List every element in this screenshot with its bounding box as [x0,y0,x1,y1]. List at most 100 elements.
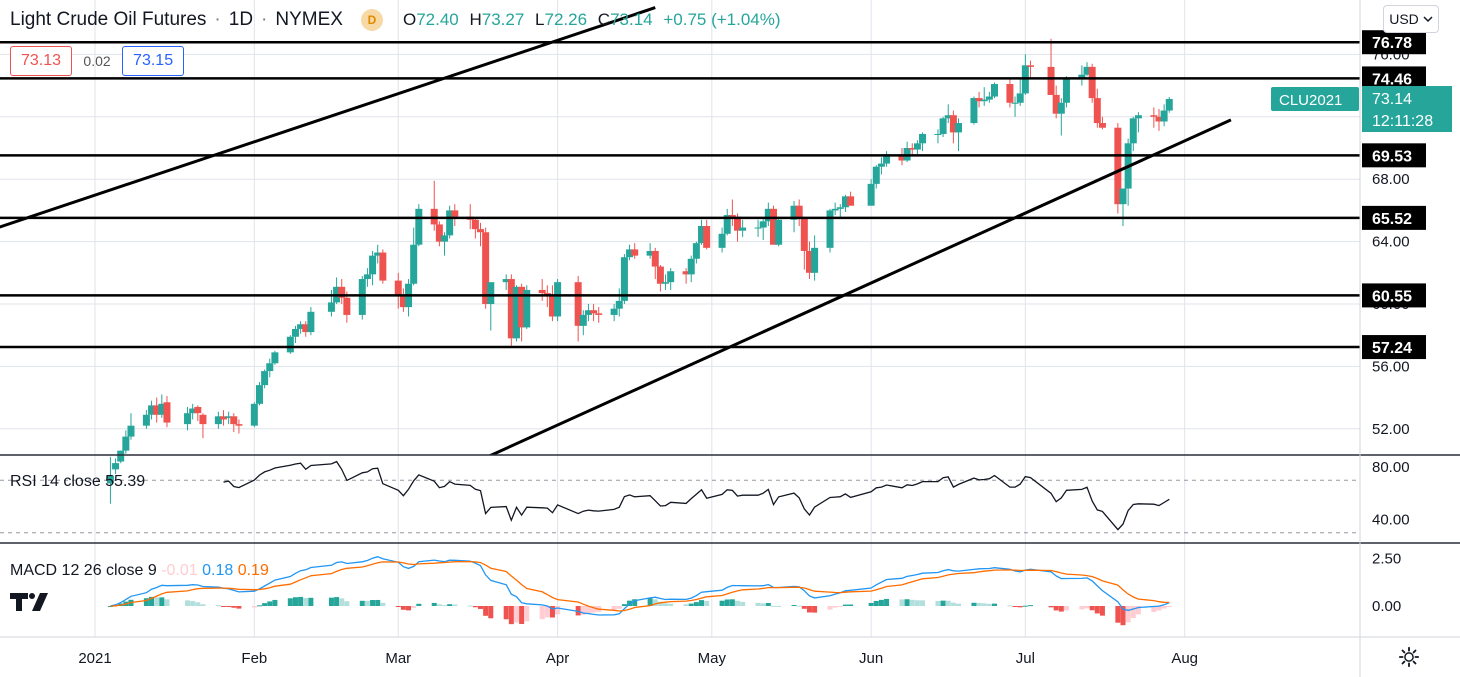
macd-histogram-bar [442,605,448,607]
candle-body [106,475,114,484]
buy-button[interactable]: 73.15 [122,46,185,76]
macd-histogram-bar [740,601,746,606]
candle-body [1026,65,1034,67]
candle [548,285,556,322]
macd-histogram-bar [436,604,442,606]
candle-body [1134,115,1142,119]
candle [441,232,449,256]
candle [877,157,885,175]
macd-histogram-bar [699,600,705,606]
candle [805,241,813,280]
macd-histogram-bar [1135,606,1141,615]
macd-line [110,556,1170,616]
level-badge-label: 74.46 [1372,71,1412,88]
candle-body [1016,93,1024,103]
horizontal-levels[interactable] [0,40,1360,349]
macd-histogram-bar [837,606,843,607]
macd-histogram-bar [308,597,314,606]
candle-body [1114,127,1122,205]
candle-body [554,282,562,317]
time-tick-label: Jun [859,650,883,667]
candle-body [626,249,634,258]
currency-selector[interactable]: USD [1383,5,1439,33]
gear-icon[interactable] [1398,646,1420,668]
candle [615,288,623,317]
candle [769,205,777,245]
macd-histogram-bar [159,597,165,606]
macd-histogram-bar [776,605,782,607]
macd-histogram-bar [945,600,951,606]
rsi-tick-label: 80.00 [1372,459,1410,476]
macd-histogram-bar [719,600,725,606]
candle-body [199,414,207,425]
candle [250,402,258,428]
candle-body [883,154,891,164]
macd-histogram-bar [591,606,597,613]
macd-histogram-bar [729,599,735,606]
interval-label[interactable]: 1D [228,9,254,30]
level-badge [1362,283,1426,308]
macd-histogram-bar [1166,606,1172,607]
candle [518,283,526,342]
candle-body [944,115,952,119]
candle-body [831,208,839,211]
macd-histogram-bar [1007,605,1013,607]
macd-histogram-bar [1089,606,1095,611]
candle-body [1057,102,1065,114]
price-tick-label: 52.00 [1372,421,1410,438]
macd-histogram-bar [950,602,956,606]
candle [667,268,675,290]
candle-body [811,247,819,273]
candle [307,307,315,336]
candle-body [728,215,736,217]
candle [703,219,711,250]
current-price-badge [1362,86,1452,133]
candle-body [692,243,700,259]
candle [656,265,664,292]
level-badge [1362,335,1426,360]
candle [800,216,808,270]
candle [718,227,726,253]
candle [1150,107,1158,128]
candle-body [867,183,875,206]
symbol-title[interactable]: Light Crude Oil Futures [10,9,207,30]
tradingview-logo-icon[interactable] [10,593,48,611]
candle [507,274,515,347]
macd-histogram-bar [755,602,761,606]
trendlines[interactable] [0,6,1232,460]
axis-labels: 52.0056.0060.0064.0068.0072.0076.0076.78… [10,30,1452,667]
candle [369,250,377,286]
price-tick-label: 68.00 [1372,171,1410,188]
macd-histogram-bar [334,597,340,606]
time-tick-label: Jul [1016,650,1035,667]
candle-body [487,282,495,304]
candle-body [548,294,556,317]
candle [142,410,150,429]
candle [502,274,510,290]
delayed-data-badge[interactable]: D [360,9,383,31]
macd-histogram-bar [1115,606,1121,623]
level-badge-label: 76.78 [1372,35,1412,52]
candle-body [302,324,310,333]
candle-body [980,99,988,102]
macd-histogram-bar [298,596,304,606]
candle-body [949,115,957,133]
macd-histogram-bar [411,606,417,608]
candle [235,419,243,434]
candle [1088,63,1096,103]
candle [595,307,603,323]
macd-histogram-bar [914,600,920,606]
level-badge [1362,205,1426,230]
macd-histogram-bar [380,602,386,606]
signal-line [110,560,1170,612]
macd-histogram-bar [483,606,489,616]
candle-body [800,218,808,251]
spread-value: 0.02 [83,53,111,69]
candle [399,288,407,312]
macd-histogram-bar [524,606,530,622]
macd-histogram-bar [1161,606,1167,609]
candle [394,272,402,309]
sell-button[interactable]: 73.13 [10,46,73,76]
macd-histogram-bar [190,601,196,606]
